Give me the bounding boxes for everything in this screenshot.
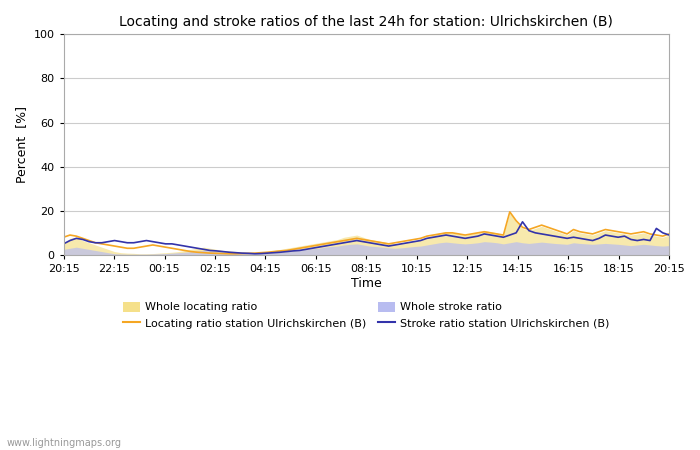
Y-axis label: Percent  [%]: Percent [%] <box>15 106 28 183</box>
Text: www.lightningmaps.org: www.lightningmaps.org <box>7 437 122 447</box>
Title: Locating and stroke ratios of the last 24h for station: Ulrichskirchen (B): Locating and stroke ratios of the last 2… <box>120 15 613 29</box>
Legend: Whole locating ratio, Locating ratio station Ulrichskirchen (B), Whole stroke ra: Whole locating ratio, Locating ratio sta… <box>119 297 614 333</box>
X-axis label: Time: Time <box>351 277 382 290</box>
